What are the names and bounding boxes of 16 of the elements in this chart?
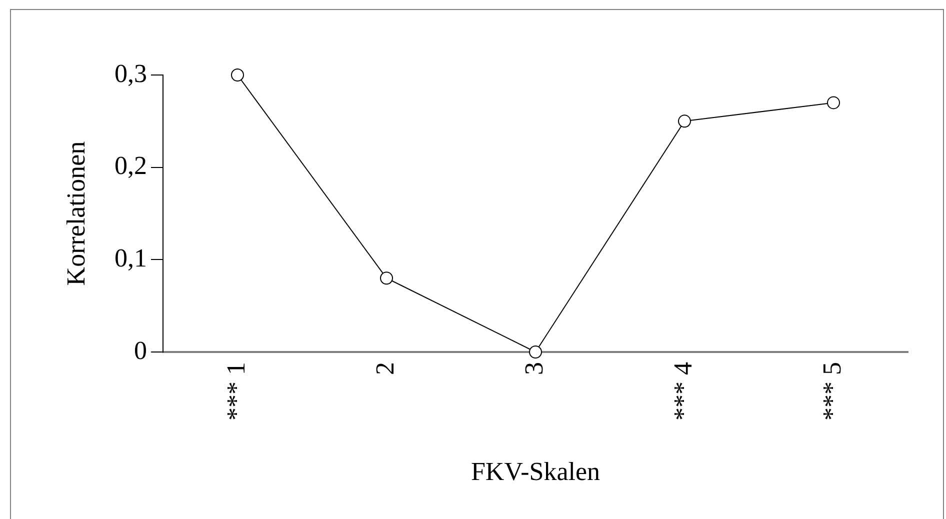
x-tick-label: *** 5: [817, 362, 846, 420]
y-tick-label: 0,3: [114, 58, 147, 88]
point: [827, 96, 840, 110]
y-tick-label: 0,1: [114, 243, 147, 272]
y-axis-title: Korrelationen: [61, 141, 90, 286]
x-tick-label: 2: [370, 362, 400, 375]
point: [231, 68, 244, 82]
x-axis-title: FKV-Skalen: [470, 457, 600, 486]
x-tick-label: *** 1: [221, 362, 250, 420]
x-tick-label: *** 4: [668, 362, 698, 420]
point: [678, 114, 691, 128]
point: [380, 272, 393, 285]
point: [529, 346, 542, 358]
x-tick-label: 3: [519, 362, 548, 375]
y-tick-label: 0: [134, 336, 147, 365]
y-tick-label: 0,2: [114, 151, 147, 180]
